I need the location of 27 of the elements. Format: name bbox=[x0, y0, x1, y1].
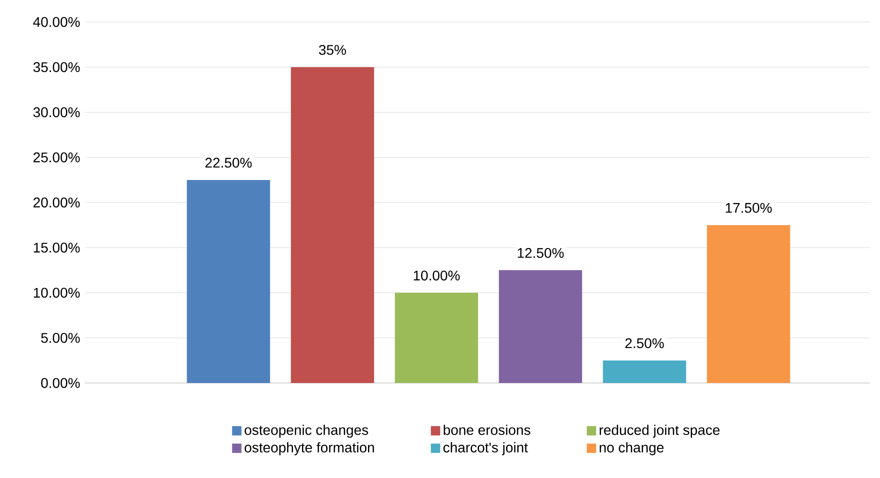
legend-label: no change bbox=[600, 442, 664, 456]
legend-label: osteopenic changes bbox=[244, 424, 368, 438]
legend-label: reduced joint space bbox=[600, 424, 720, 438]
bar bbox=[602, 360, 686, 383]
bar bbox=[186, 180, 270, 383]
y-tick-label: 0.00% bbox=[41, 378, 80, 388]
data-label: 10.00% bbox=[414, 270, 460, 280]
legend-label: charcot's joint bbox=[443, 442, 528, 456]
data-label: 22.50% bbox=[205, 158, 252, 168]
bar bbox=[290, 67, 374, 383]
data-label: 35% bbox=[318, 44, 346, 55]
y-tick-label: 20.00% bbox=[34, 198, 80, 208]
legend-label: osteophyte formation bbox=[244, 442, 374, 456]
data-label: 12.50% bbox=[518, 248, 564, 258]
bar bbox=[394, 292, 478, 383]
y-tick-label: 35.00% bbox=[33, 62, 80, 72]
y-tick-label: 10.00% bbox=[34, 288, 80, 298]
y-tick-label: 30.00% bbox=[33, 107, 80, 118]
y-tick-label: 15.00% bbox=[34, 242, 80, 253]
data-label: 17.50% bbox=[726, 202, 772, 213]
bar bbox=[498, 270, 582, 383]
bar bbox=[706, 225, 790, 383]
y-tick-label: 40.00% bbox=[33, 17, 80, 27]
y-tick-label: 5.00% bbox=[41, 332, 80, 343]
legend-label: bone erosions bbox=[444, 424, 530, 435]
y-tick-label: 25.00% bbox=[34, 152, 80, 162]
data-label: 2.50% bbox=[625, 338, 664, 348]
